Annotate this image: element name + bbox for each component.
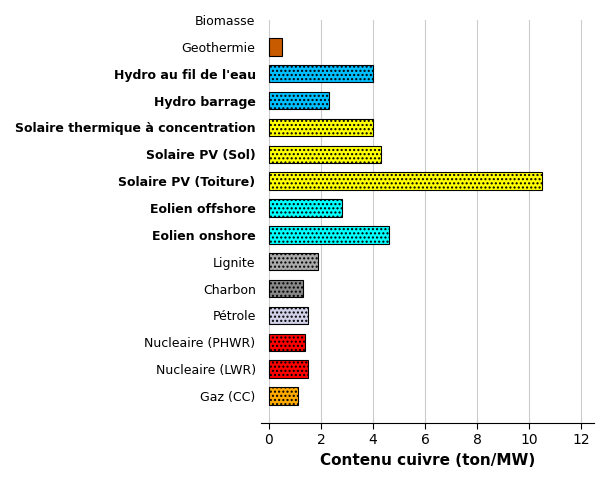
Bar <box>269 119 373 136</box>
Bar <box>269 334 305 351</box>
Bar <box>269 145 381 163</box>
Bar <box>269 172 542 190</box>
Bar <box>269 387 298 405</box>
Bar <box>269 199 342 217</box>
Bar <box>269 253 319 270</box>
Bar <box>269 280 303 297</box>
Bar <box>269 92 329 109</box>
Bar <box>269 360 308 378</box>
X-axis label: Contenu cuivre (ton/MW): Contenu cuivre (ton/MW) <box>320 453 535 468</box>
Bar <box>269 38 282 56</box>
Bar <box>269 307 308 324</box>
Bar <box>269 226 389 243</box>
Bar <box>269 65 373 83</box>
